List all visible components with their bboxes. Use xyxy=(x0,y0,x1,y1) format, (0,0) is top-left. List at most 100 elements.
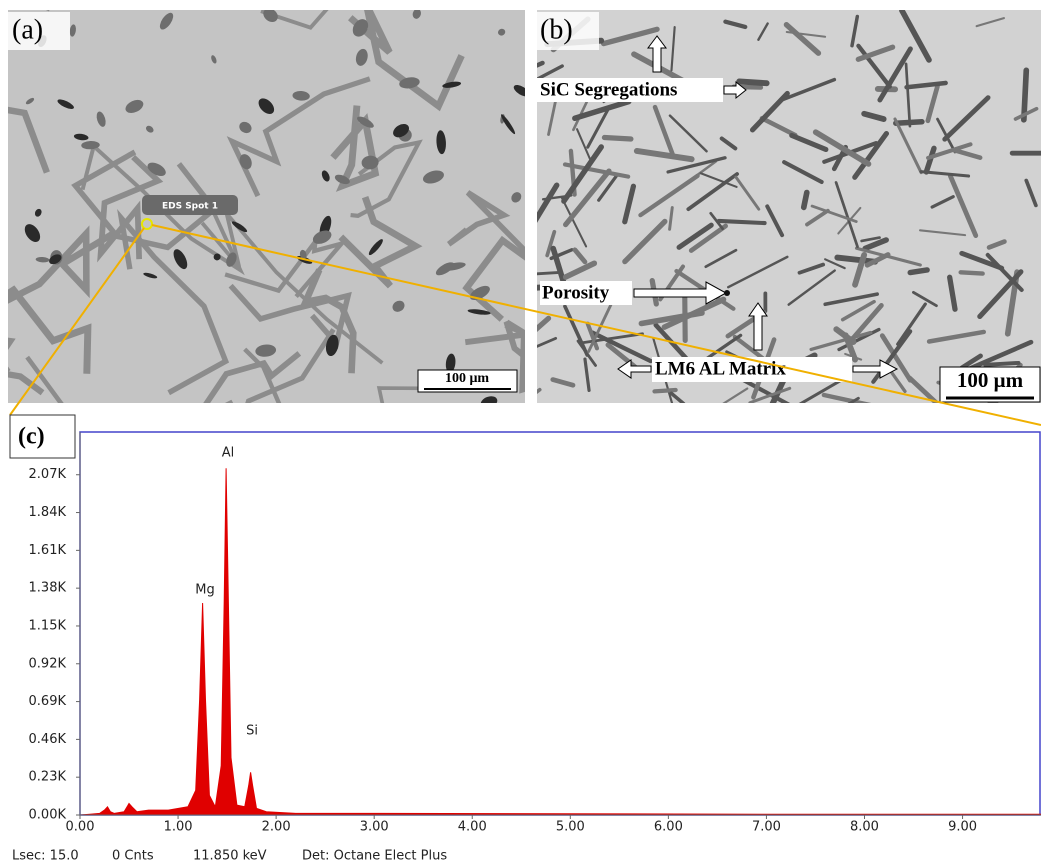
peak-label: Si xyxy=(246,724,258,739)
phase xyxy=(147,162,166,176)
grain-boundary xyxy=(330,105,380,192)
label-box xyxy=(9,414,76,459)
arrow xyxy=(723,80,747,100)
x-tick-label: 4.00 xyxy=(458,820,487,835)
annotation: Porosity xyxy=(542,282,610,303)
needle xyxy=(810,204,858,223)
needle xyxy=(734,175,761,211)
needle xyxy=(1024,178,1038,208)
needle xyxy=(638,173,700,218)
label-bg xyxy=(537,12,599,50)
x-tick-label: 0.00 xyxy=(66,820,95,835)
phase xyxy=(501,114,516,135)
annotation: SiC Segregations xyxy=(540,79,677,100)
phase xyxy=(497,28,506,36)
needle xyxy=(936,117,957,154)
needle xyxy=(947,274,958,312)
phase xyxy=(334,174,350,185)
arrow xyxy=(748,302,768,351)
needle xyxy=(834,254,879,265)
needle xyxy=(850,303,884,341)
phase xyxy=(292,90,310,101)
grain-boundary xyxy=(446,190,525,254)
needle xyxy=(797,262,826,275)
phase xyxy=(239,154,252,170)
needle xyxy=(541,194,573,201)
needle xyxy=(785,31,827,38)
needle xyxy=(959,250,1005,271)
grain-boundary xyxy=(245,328,336,403)
needle xyxy=(537,182,560,223)
arrow xyxy=(633,281,728,305)
status-item: 0 Cnts xyxy=(112,849,154,864)
needle xyxy=(856,43,892,89)
needle xyxy=(545,229,557,258)
needle xyxy=(783,22,822,56)
needle xyxy=(723,19,748,30)
x-tick-label: 2.00 xyxy=(262,820,291,835)
arrow xyxy=(852,359,899,379)
needle xyxy=(789,132,829,153)
needle xyxy=(1021,67,1030,123)
phase xyxy=(57,99,74,109)
needle xyxy=(668,114,708,153)
needle xyxy=(800,189,810,211)
plot-frame xyxy=(79,431,1041,816)
zoom-line xyxy=(151,224,1041,426)
needle xyxy=(586,108,610,149)
phase xyxy=(263,10,278,22)
y-tick-label: 2.07K xyxy=(29,467,67,482)
phase xyxy=(173,249,188,270)
needle xyxy=(847,396,860,403)
needle xyxy=(576,339,597,367)
needle xyxy=(622,218,668,265)
y-tick-label: 0.92K xyxy=(29,656,67,671)
needle xyxy=(597,173,619,202)
scale-bar: 100 μm xyxy=(957,368,1024,392)
needle xyxy=(912,290,938,308)
phase xyxy=(255,344,277,357)
needle xyxy=(709,211,724,231)
needle xyxy=(572,247,588,265)
needle xyxy=(722,387,749,403)
grain-boundary xyxy=(117,208,230,396)
y-tick-label: 1.61K xyxy=(29,543,67,558)
needle xyxy=(983,360,1021,367)
peak-label: Mg xyxy=(195,583,214,598)
phase xyxy=(480,396,498,403)
x-tick-label: 6.00 xyxy=(654,820,683,835)
needle xyxy=(860,236,881,243)
x-tick-label: 1.00 xyxy=(164,820,193,835)
needle xyxy=(842,332,859,363)
needle xyxy=(590,330,653,364)
needle xyxy=(864,252,891,268)
phase xyxy=(239,121,252,134)
status-item: 11.850 keV xyxy=(193,849,267,864)
needle xyxy=(850,14,860,48)
phase xyxy=(321,170,330,182)
arrow xyxy=(647,35,667,73)
y-tick-label: 0.23K xyxy=(29,770,67,785)
panel-label: (c) xyxy=(18,424,45,450)
needle xyxy=(930,195,955,209)
needle xyxy=(670,26,676,72)
needle xyxy=(824,258,846,270)
needle xyxy=(537,315,552,333)
grain-boundary xyxy=(8,337,45,396)
spectrum xyxy=(79,468,1041,816)
phase xyxy=(143,272,158,279)
phase xyxy=(436,130,446,155)
phase xyxy=(325,334,339,357)
needle xyxy=(676,222,714,250)
phase xyxy=(312,230,332,244)
phase xyxy=(81,141,100,150)
phase xyxy=(355,48,368,66)
phase xyxy=(442,262,466,271)
needle xyxy=(666,156,727,174)
needle xyxy=(550,377,576,388)
needle xyxy=(736,78,770,87)
needle xyxy=(904,62,912,128)
needle xyxy=(585,321,600,351)
